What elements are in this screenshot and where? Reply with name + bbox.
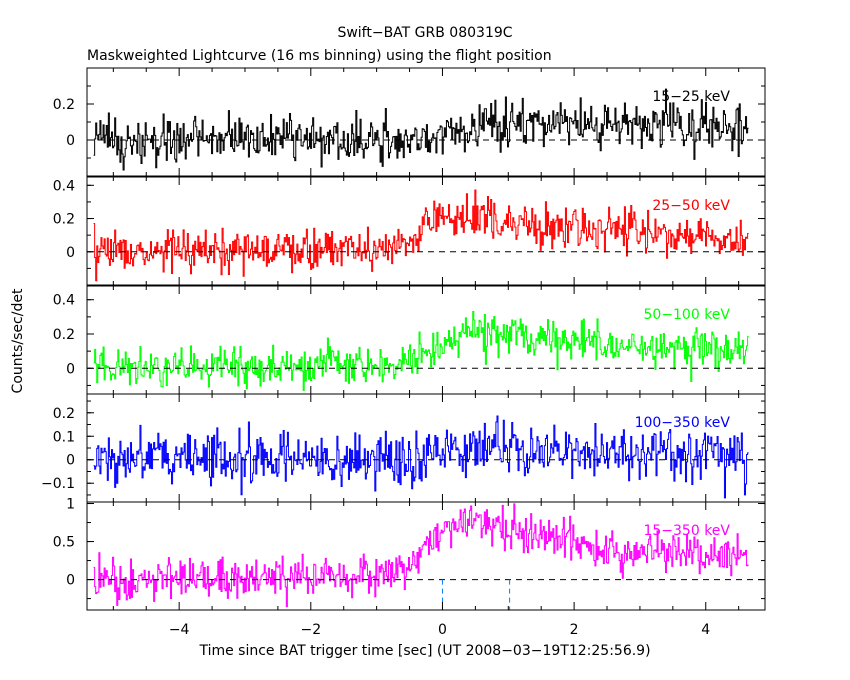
y-tick-label: 0.5 — [53, 535, 75, 551]
x-tick-label: 0 — [438, 622, 447, 638]
band-label: 15−25 keV — [652, 89, 730, 105]
y-tick-label: 0 — [66, 361, 75, 377]
panel-3: 0 0.2 0.4 50−100 keV — [53, 285, 766, 395]
y-tick-label: 0.2 — [53, 97, 75, 113]
panel-frame — [86, 501, 766, 611]
x-tick-label: −2 — [300, 622, 321, 638]
y-tick-label: 1 — [66, 497, 75, 513]
series-line — [93, 88, 749, 171]
band-label: 100−350 keV — [635, 415, 731, 431]
x-tick-label: 2 — [570, 622, 579, 638]
y-tick-label: −0.1 — [41, 476, 75, 492]
y-tick-label: 0.1 — [53, 429, 75, 445]
band-label: 25−50 keV — [652, 198, 730, 214]
y-tick-label: 0.2 — [53, 212, 75, 228]
panel-5: 0 0.5 1 15−350 keV — [53, 497, 766, 611]
y-tick-label: 0 — [66, 573, 75, 589]
chart-title: Swift−BAT GRB 080319C — [337, 25, 512, 41]
x-tick-label: −4 — [169, 622, 190, 638]
y-tick-label: 0.4 — [53, 178, 75, 194]
panel-1: 0 0.2 15−25 keV — [53, 67, 766, 177]
panels-group: 0 0.2 15−25 keV 0 0.2 0.4 25−50 keV 0 0.2 0.4 50−1… — [41, 67, 766, 638]
panel-4: −0.1 0 0.1 0.2 100−350 keV — [41, 393, 766, 503]
panel-2: 0 0.2 0.4 25−50 keV — [53, 176, 766, 286]
y-tick-label: 0 — [66, 133, 75, 149]
y-tick-label: 0.2 — [53, 327, 75, 343]
y-tick-label: 0.2 — [53, 406, 75, 422]
x-tick-label: 4 — [701, 622, 710, 638]
y-axis-label: Counts/sec/det — [10, 288, 26, 393]
band-label: 50−100 keV — [643, 307, 730, 323]
panel-frame — [86, 176, 766, 286]
y-tick-label: 0 — [66, 453, 75, 469]
y-tick-label: 0 — [66, 245, 75, 261]
series-line — [93, 311, 749, 391]
band-label: 15−350 keV — [643, 523, 730, 539]
x-axis-label: Time since BAT trigger time [sec] (UT 20… — [198, 643, 650, 659]
chart-subtitle: Maskweighted Lightcurve (16 ms binning) … — [87, 48, 552, 64]
y-tick-label: 0.4 — [53, 293, 75, 309]
series-line — [93, 189, 749, 282]
series-line — [93, 503, 749, 608]
series-line — [93, 415, 749, 499]
